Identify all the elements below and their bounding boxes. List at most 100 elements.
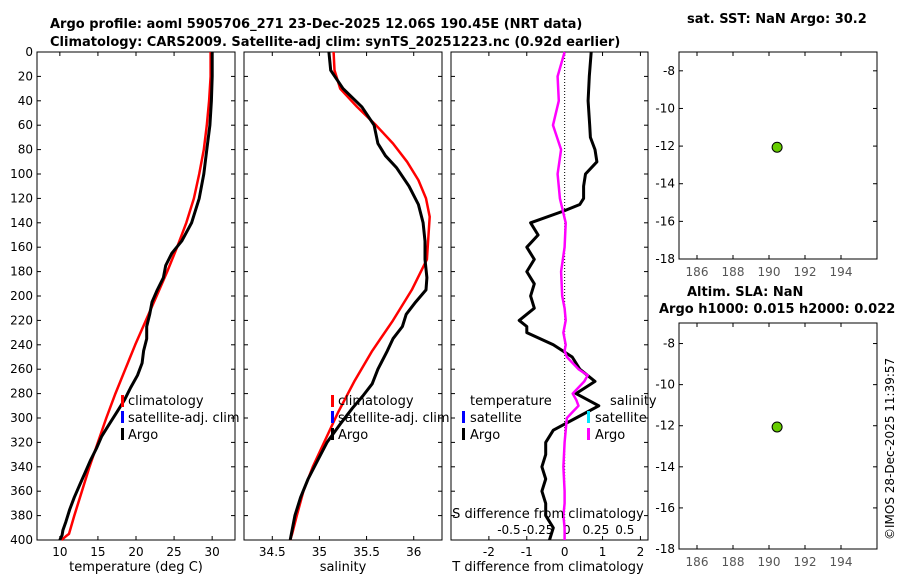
x-tick-label: 192 bbox=[794, 265, 817, 279]
argo-salinity-difference-line bbox=[551, 51, 589, 540]
y-tick-label: 80 bbox=[18, 143, 33, 157]
sla-map-frame bbox=[678, 322, 878, 550]
x-tick-label: 2 bbox=[637, 545, 645, 559]
salinity-xlabel: salinity bbox=[320, 560, 367, 575]
temperature-xlabel: temperature (deg C) bbox=[69, 560, 203, 575]
figure-title: Argo profile: aoml 5905706_271 23-Dec-20… bbox=[50, 17, 582, 32]
x-tick-label: 20 bbox=[128, 545, 143, 559]
salinity-panel: 34.5 35 35.5 36 bbox=[244, 51, 442, 559]
x-tick-label: 15 bbox=[90, 545, 105, 559]
y-tick-label: 260 bbox=[10, 362, 33, 376]
climatology-salinity-line bbox=[289, 51, 431, 541]
x-tick-label: 1 bbox=[599, 545, 607, 559]
sla-title: Altim. SLA: NaN bbox=[687, 285, 803, 300]
argo-temperature-line bbox=[58, 52, 214, 541]
y-tick-label: 100 bbox=[10, 167, 33, 181]
legend-swatch-satellite-clim bbox=[331, 411, 334, 423]
x-tick-label: 186 bbox=[686, 265, 709, 279]
y-tick-label: -12 bbox=[655, 419, 675, 433]
x2-tick-label: 0.5 bbox=[615, 523, 634, 537]
x-tick-label: 36 bbox=[406, 545, 421, 559]
legend-swatch-t-argo bbox=[462, 428, 465, 440]
x-tick-label: 0 bbox=[561, 545, 569, 559]
legend-swatch-satellite-clim bbox=[121, 411, 124, 423]
legend-swatch-climatology bbox=[121, 395, 124, 407]
y-tick-label: -14 bbox=[655, 177, 675, 191]
x2-tick-label: -0.25 bbox=[522, 523, 553, 537]
x-tick-label: -1 bbox=[521, 545, 533, 559]
x-tick-label: 190 bbox=[758, 265, 781, 279]
legend-label-argo: Argo bbox=[128, 428, 158, 443]
imos-watermark: ©IMOS 28-Dec-2025 11:39:57 bbox=[883, 358, 897, 540]
legend-swatch-s-argo bbox=[587, 428, 590, 440]
y-tick-label: 320 bbox=[10, 435, 33, 449]
legend-header-salinity: salinity bbox=[610, 394, 657, 409]
x2-tick-label: 0 bbox=[563, 523, 571, 537]
salinity-legend: climatology satellite-adj. clim Argo bbox=[331, 394, 450, 443]
x-tick-label: 190 bbox=[758, 555, 781, 569]
argo-location-marker bbox=[771, 421, 783, 433]
y-tick-label: 280 bbox=[10, 387, 33, 401]
y-tick-label: -8 bbox=[663, 64, 675, 78]
x-tick-label: 194 bbox=[830, 265, 853, 279]
x-tick-label: -2 bbox=[483, 545, 495, 559]
y-tick-label: 20 bbox=[18, 69, 33, 83]
x-tick-label: 194 bbox=[830, 555, 853, 569]
y-tick-label: 380 bbox=[10, 509, 33, 523]
sst-title: sat. SST: NaN Argo: 30.2 bbox=[687, 12, 867, 27]
legend-header-temperature: temperature bbox=[470, 394, 552, 409]
y-tick-label: 340 bbox=[10, 460, 33, 474]
x2-tick-label: -0.5 bbox=[497, 523, 520, 537]
y-tick-label: -14 bbox=[655, 460, 675, 474]
y-tick-label: -16 bbox=[655, 501, 675, 515]
y-tick-label: -18 bbox=[655, 252, 675, 266]
argo-location-marker bbox=[771, 141, 783, 153]
y-tick-label: -10 bbox=[655, 101, 675, 115]
x-tick-label: 25 bbox=[166, 545, 181, 559]
x-tick-label: 35.5 bbox=[353, 545, 380, 559]
legend-swatch-t-satellite bbox=[462, 411, 465, 423]
temperature-axes-frame bbox=[36, 51, 236, 541]
x-tick-label: 192 bbox=[794, 555, 817, 569]
y-tick-label: 120 bbox=[10, 191, 33, 205]
sst-map-panel: 186 188 190 192 194 -8 -10 -12 -14 -16 -18 bbox=[655, 52, 877, 279]
legend-label-satellite-clim: satellite-adj. clim bbox=[128, 411, 240, 426]
legend-label-t-argo: Argo bbox=[470, 428, 500, 443]
legend-label-satellite-clim: satellite-adj. clim bbox=[338, 411, 450, 426]
sst-map-frame bbox=[678, 51, 878, 260]
x-tick-label: 35 bbox=[312, 545, 327, 559]
argo-temperature-difference-line bbox=[517, 51, 601, 541]
y-tick-label: 160 bbox=[10, 240, 33, 254]
y-tick-label: -10 bbox=[655, 378, 675, 392]
x2-tick-label: 0.25 bbox=[582, 523, 609, 537]
argo-salinity-line bbox=[288, 51, 429, 541]
figure-subtitle: Climatology: CARS2009. Satellite-adj cli… bbox=[50, 35, 620, 50]
legend-swatch-s-satellite bbox=[587, 411, 590, 423]
x-tick-label: 34.5 bbox=[259, 545, 286, 559]
legend-label-t-satellite: satellite bbox=[470, 411, 522, 426]
legend-label-argo: Argo bbox=[338, 428, 368, 443]
difference-axes-frame bbox=[450, 51, 649, 541]
y-tick-label: 400 bbox=[10, 533, 33, 547]
x-tick-label: 10 bbox=[52, 545, 67, 559]
legend-label-climatology: climatology bbox=[128, 394, 204, 409]
y-tick-label: -8 bbox=[663, 337, 675, 351]
x-tick-label: 30 bbox=[205, 545, 220, 559]
sla-subtitle: Argo h1000: 0.015 h2000: 0.022 bbox=[659, 302, 895, 317]
legend-swatch-argo bbox=[331, 428, 334, 440]
x-tick-label: 186 bbox=[686, 555, 709, 569]
difference-panel: -2 -1 0 1 2 -0.5 -0.25 0 0.25 0.5 bbox=[451, 51, 648, 559]
climatology-temperature-line bbox=[60, 52, 212, 541]
y-tick-label: -12 bbox=[655, 139, 675, 153]
y-tick-label: 60 bbox=[18, 118, 33, 132]
legend-label-s-satellite: satellite bbox=[595, 411, 647, 426]
temperature-legend: climatology satellite-adj. clim Argo bbox=[121, 394, 240, 443]
legend-swatch-climatology bbox=[331, 395, 334, 407]
sla-map-panel: 186 188 190 192 194 -8 -10 -12 -14 -16 -18 bbox=[655, 323, 877, 569]
legend-swatch-argo bbox=[121, 428, 124, 440]
y-tick-label: 40 bbox=[18, 94, 33, 108]
legend-label-climatology: climatology bbox=[338, 394, 414, 409]
x-tick-label: 188 bbox=[722, 265, 745, 279]
legend-label-s-argo: Argo bbox=[595, 428, 625, 443]
